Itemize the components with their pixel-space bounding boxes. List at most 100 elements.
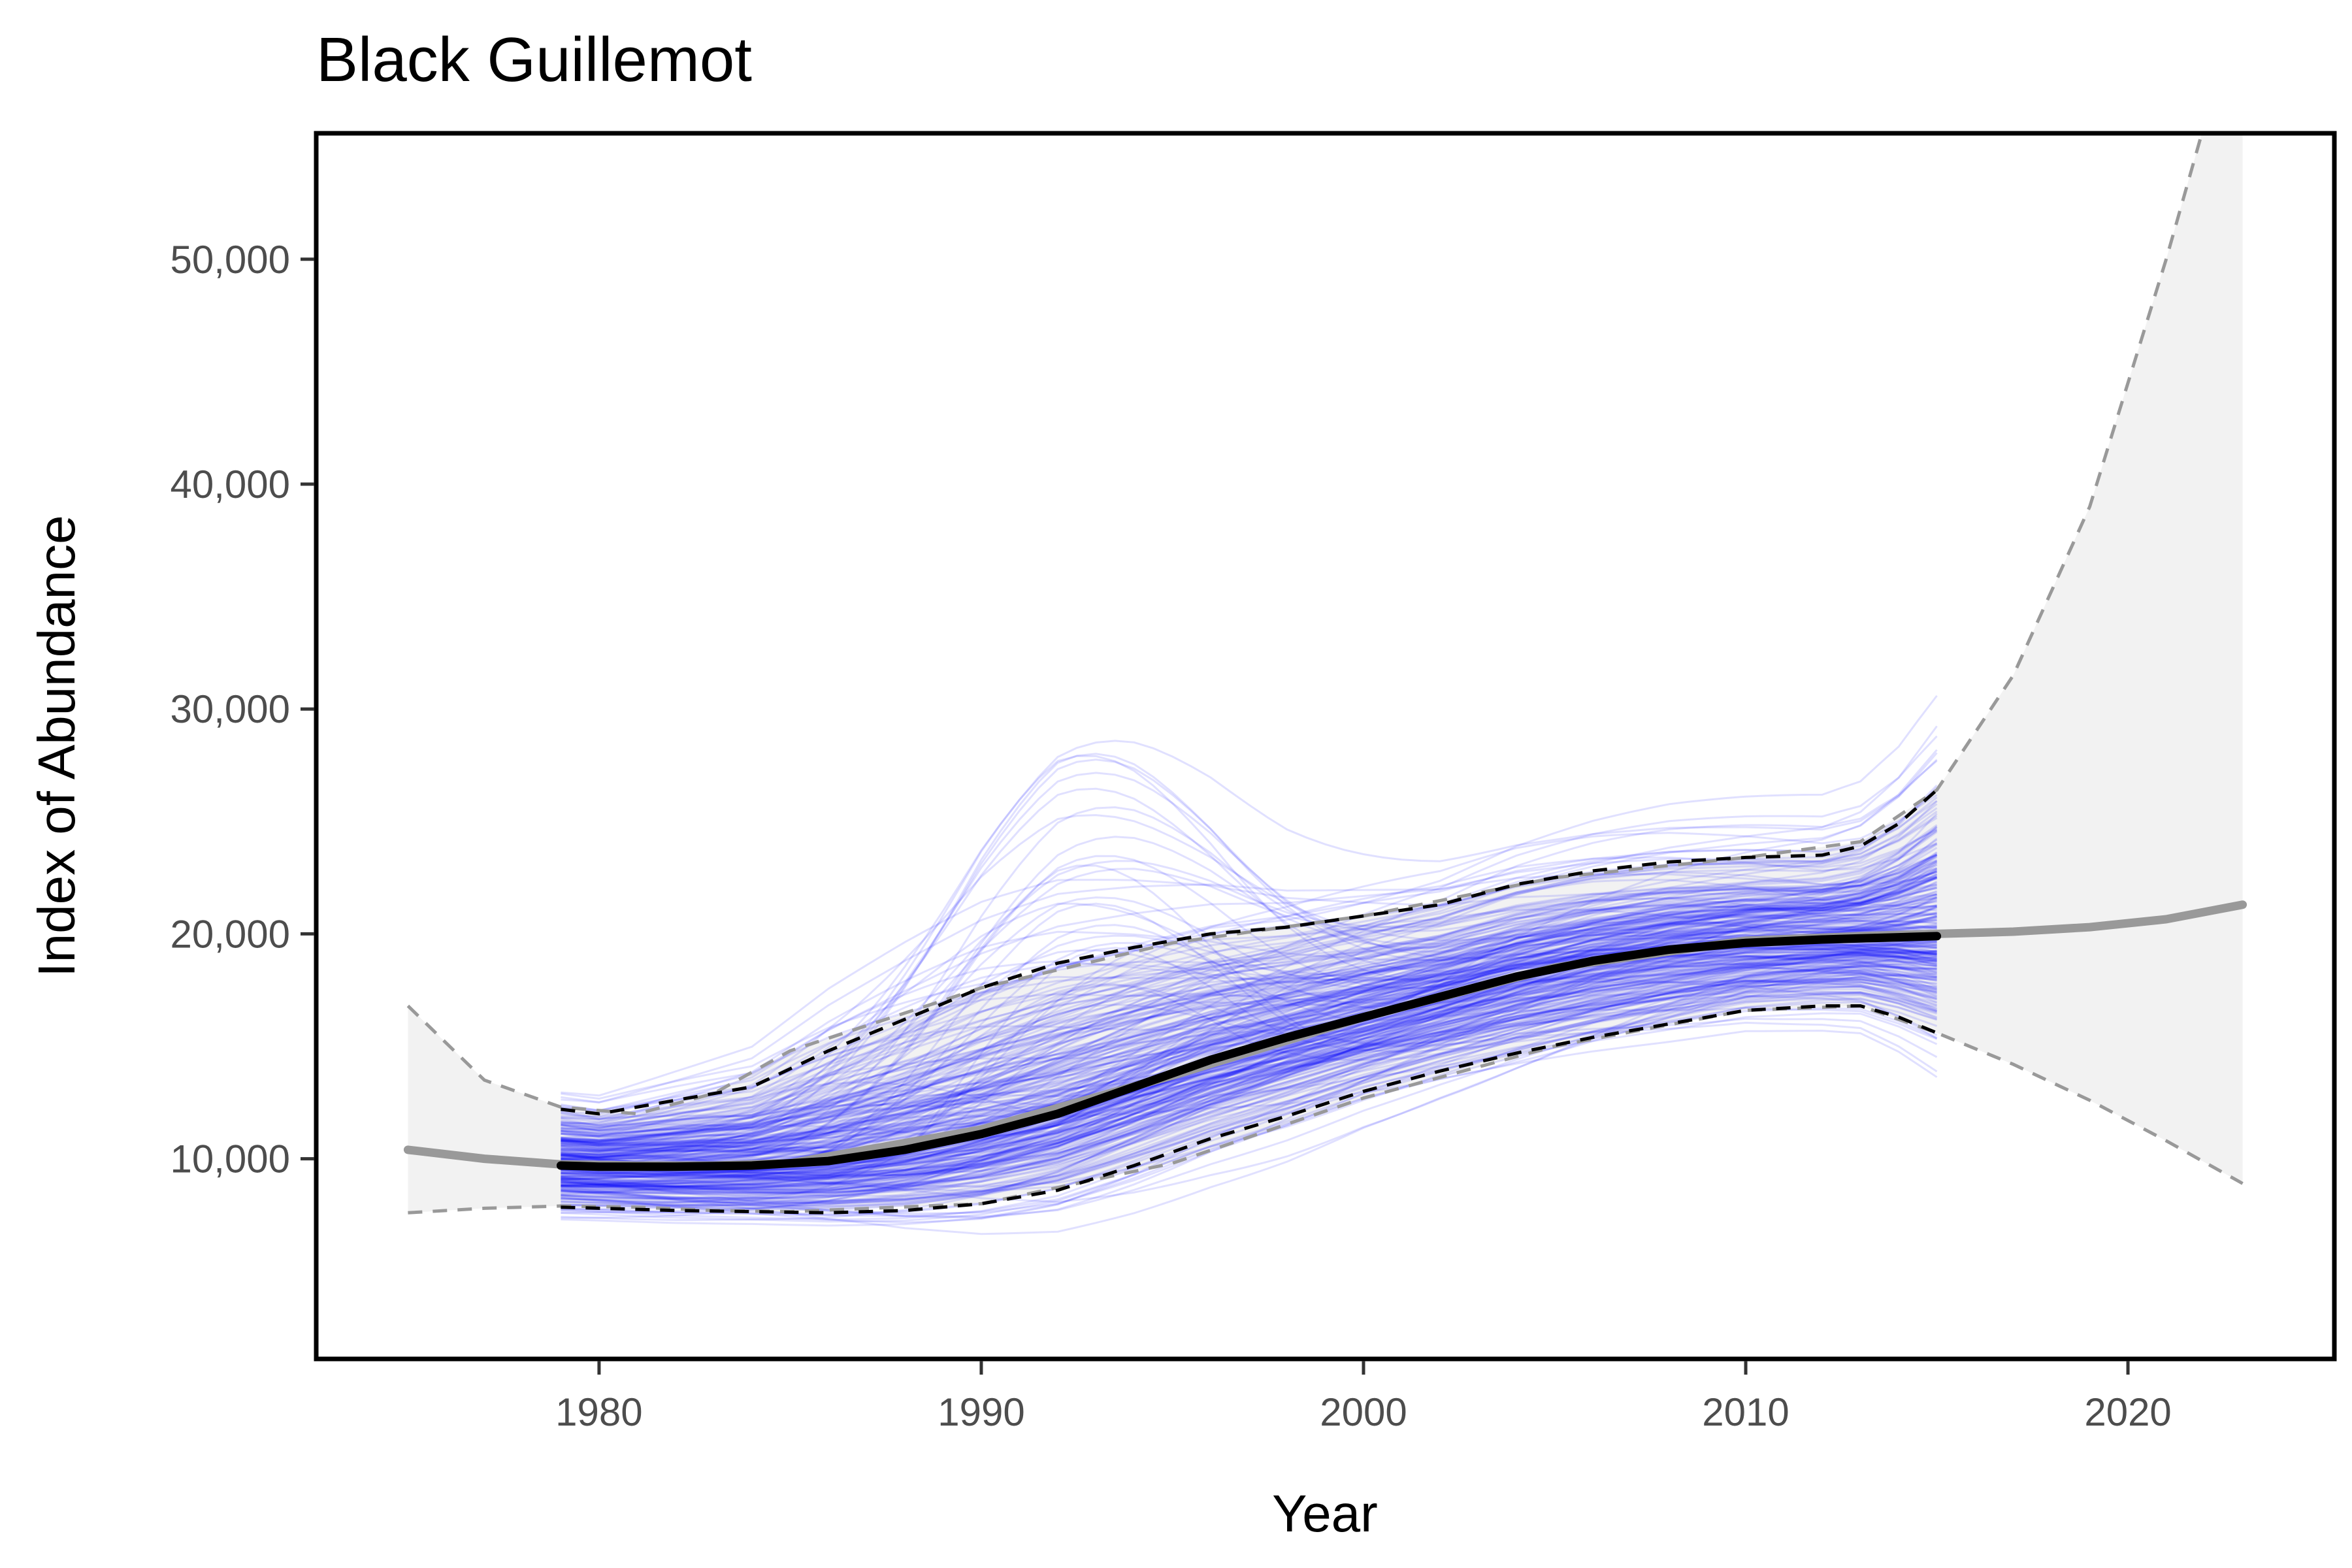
posterior-trajectory-line bbox=[561, 852, 1938, 1128]
plot-area bbox=[403, 133, 2247, 1235]
posterior-trajectory-line bbox=[561, 981, 1938, 1214]
posterior-trajectory-line bbox=[561, 826, 1938, 1127]
posterior-trajectory-line bbox=[561, 977, 1938, 1219]
posterior-trajectory-line bbox=[561, 937, 1938, 1120]
posterior-trajectory-line bbox=[561, 868, 1938, 1190]
posterior-trajectory-line bbox=[561, 953, 1937, 1144]
posterior-trajectory-line bbox=[561, 955, 1937, 1188]
posterior-trajectory-line bbox=[561, 936, 1937, 1177]
posterior-trajectory-line bbox=[561, 896, 1937, 1153]
posterior-trajectory-line bbox=[561, 905, 1937, 1160]
posterior-trajectory-line bbox=[561, 735, 1938, 1178]
posterior-trajectory-line bbox=[561, 800, 1938, 1153]
posterior-trajectory-line bbox=[561, 896, 1938, 1200]
posterior-trajectory-line bbox=[561, 992, 1938, 1223]
posterior-trajectory-line bbox=[561, 938, 1937, 1166]
posterior-trajectory-line bbox=[561, 976, 1937, 1191]
y-axis-title: Index of Abundance bbox=[27, 515, 86, 977]
posterior-trajectory-line bbox=[561, 925, 1937, 1171]
posterior-trajectory-line bbox=[561, 870, 1938, 1157]
posterior-trajectory-line bbox=[561, 912, 1937, 1162]
posterior-trajectory-line bbox=[561, 950, 1937, 1121]
posterior-trajectory-line bbox=[561, 870, 1938, 1149]
posterior-trajectory-line bbox=[561, 854, 1938, 1166]
posterior-trajectory-line bbox=[561, 828, 1938, 1152]
posterior-trajectory-line bbox=[561, 864, 1937, 1168]
posterior-trajectory-line bbox=[561, 871, 1937, 1194]
posterior-trajectory-line bbox=[561, 966, 1937, 1173]
posterior-trajectory-line bbox=[561, 973, 1937, 1193]
posterior-trajectory-line bbox=[561, 966, 1938, 1145]
posterior-trajectory-line bbox=[561, 831, 1938, 1130]
posterior-trajectory-line bbox=[561, 972, 1937, 1162]
x-tick-label: 2000 bbox=[1320, 1390, 1407, 1434]
posterior-trajectory-line bbox=[561, 919, 1937, 1158]
posterior-trajectory-line bbox=[561, 871, 1937, 1112]
posterior-trajectory-line bbox=[561, 981, 1937, 1194]
posterior-trajectory-line bbox=[561, 826, 1938, 1180]
posterior-trajectory-line bbox=[561, 928, 1937, 1175]
posterior-trajectory-line bbox=[561, 952, 1937, 1205]
posterior-trajectory-line bbox=[561, 875, 1938, 1145]
posterior-trajectory-line bbox=[561, 784, 1938, 1103]
posterior-trajectory-line bbox=[561, 985, 1937, 1193]
posterior-trajectory-line bbox=[561, 913, 1937, 1120]
posterior-trajectory-line bbox=[561, 969, 1938, 1203]
y-tick-label: 30,000 bbox=[170, 687, 290, 731]
posterior-trajectory-line bbox=[561, 904, 1937, 1157]
posterior-trajectory-line bbox=[561, 960, 1937, 1156]
posterior-trajectory-line bbox=[561, 962, 1937, 1183]
posterior-trajectory-line bbox=[561, 904, 1937, 1141]
posterior-trajectory-line bbox=[561, 908, 1937, 1186]
posterior-trajectory-line bbox=[561, 926, 1937, 1165]
posterior-trajectory-line bbox=[561, 800, 1938, 1149]
posterior-trajectory-line bbox=[561, 983, 1938, 1195]
posterior-trajectory-line bbox=[561, 899, 1938, 1153]
posterior-trajectory-line bbox=[561, 940, 1937, 1143]
posterior-trajectory-line bbox=[561, 753, 1938, 1160]
posterior-trajectory-line bbox=[561, 924, 1937, 1142]
posterior-trajectory-line bbox=[561, 991, 1937, 1187]
posterior-trajectory-line bbox=[561, 985, 1937, 1200]
posterior-trajectory-line bbox=[561, 855, 1938, 1119]
posterior-trajectory-line bbox=[561, 943, 1937, 1185]
posterior-trajectory-line bbox=[561, 947, 1937, 1175]
posterior-trajectory-line bbox=[561, 936, 1937, 1203]
posterior-trajectory-line bbox=[561, 861, 1938, 1162]
posterior-trajectory-line bbox=[561, 807, 1938, 1166]
posterior-trajectory-line bbox=[561, 893, 1937, 1147]
posterior-trajectory-line bbox=[561, 916, 1937, 1158]
posterior-trajectory-line bbox=[561, 890, 1937, 1207]
posterior-trajectory-line bbox=[561, 740, 1938, 1141]
posterior-trajectory-line bbox=[561, 847, 1938, 1158]
posterior-trajectory-line bbox=[561, 752, 1938, 1132]
posterior-trajectory-line bbox=[561, 964, 1937, 1217]
posterior-trajectory-line bbox=[561, 855, 1938, 1143]
posterior-trajectory-line bbox=[561, 921, 1937, 1149]
x-tick-label: 2010 bbox=[1702, 1390, 1789, 1434]
posterior-trajectory-line bbox=[561, 986, 1938, 1203]
posterior-trajectory-line bbox=[561, 915, 1937, 1188]
posterior-trajectory-line bbox=[561, 979, 1938, 1200]
posterior-trajectory-line bbox=[561, 981, 1937, 1186]
posterior-trajectory-line bbox=[561, 953, 1937, 1179]
posterior-trajectory-line bbox=[561, 895, 1938, 1208]
posterior-trajectory-line bbox=[561, 915, 1937, 1197]
posterior-trajectory-line bbox=[561, 867, 1937, 1137]
posterior-trajectory-line bbox=[561, 858, 1938, 1097]
posterior-trajectory-line bbox=[561, 794, 1938, 1139]
posterior-trajectory-line bbox=[561, 934, 1937, 1156]
posterior-trajectory-line bbox=[561, 853, 1938, 1173]
posterior-trajectory-line bbox=[561, 922, 1937, 1187]
posterior-trajectory-line bbox=[561, 813, 1938, 1125]
posterior-trajectory-line bbox=[561, 851, 1938, 1141]
posterior-trajectory-line bbox=[561, 893, 1938, 1148]
posterior-trajectory-line bbox=[561, 916, 1937, 1211]
posterior-trajectory-line bbox=[561, 759, 1938, 1143]
posterior-trajectory-line bbox=[561, 1001, 1938, 1190]
posterior-trajectory-line bbox=[561, 949, 1937, 1158]
posterior-trajectory-line bbox=[561, 913, 1937, 1152]
posterior-trajectory-line bbox=[561, 920, 1937, 1175]
posterior-trajectory-line bbox=[561, 890, 1938, 1156]
posterior-trajectory-line bbox=[561, 853, 1938, 1145]
